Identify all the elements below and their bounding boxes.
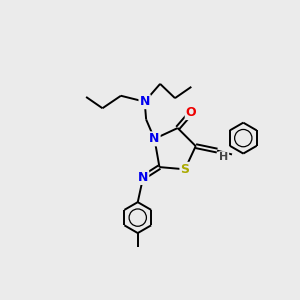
Text: N: N <box>140 95 150 108</box>
Text: H: H <box>219 152 228 162</box>
Text: N: N <box>149 132 160 146</box>
Text: O: O <box>186 106 196 119</box>
Text: S: S <box>180 163 189 176</box>
Text: N: N <box>138 171 148 184</box>
